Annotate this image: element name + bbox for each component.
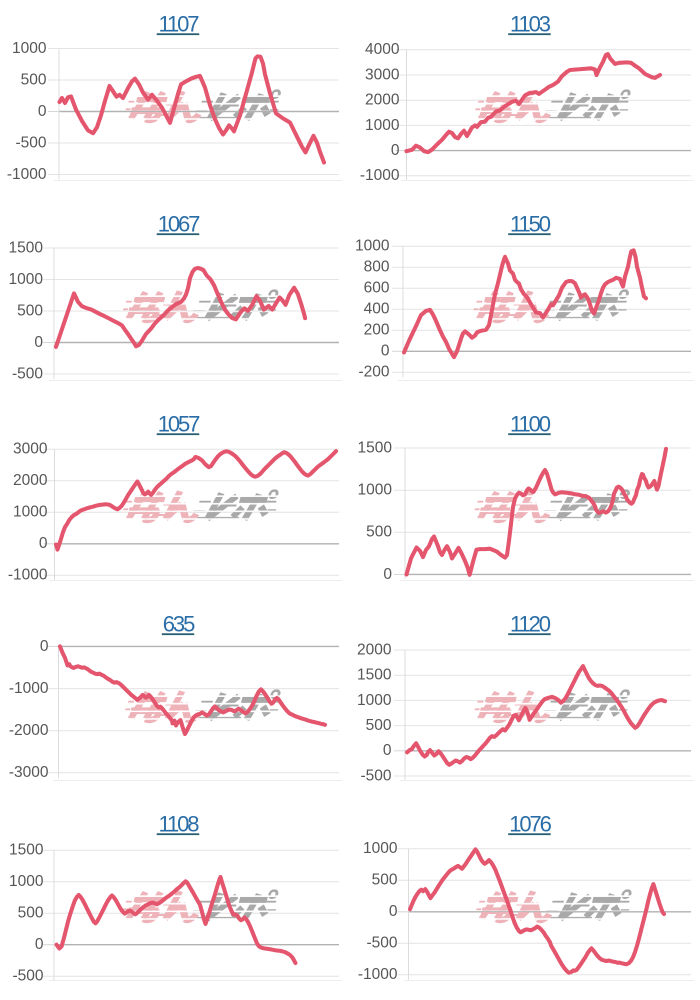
- svg-text:0: 0: [391, 142, 400, 159]
- svg-text:1000: 1000: [12, 40, 47, 57]
- svg-text:500: 500: [17, 302, 43, 319]
- svg-text:1500: 1500: [9, 842, 44, 859]
- svg-text:0: 0: [389, 903, 398, 920]
- svg-text:-1000: -1000: [360, 167, 400, 184]
- svg-text:1000: 1000: [9, 873, 44, 890]
- svg-text:-1000: -1000: [9, 680, 49, 697]
- svg-text:2000: 2000: [357, 641, 392, 658]
- svg-text:1000: 1000: [355, 238, 390, 255]
- svg-text:1000: 1000: [13, 504, 48, 521]
- svg-text:1500: 1500: [358, 439, 393, 456]
- svg-text:1108: 1108: [159, 812, 200, 837]
- svg-text:1107: 1107: [159, 12, 200, 37]
- svg-text:1000: 1000: [358, 482, 393, 499]
- svg-text:-2000: -2000: [9, 722, 49, 739]
- svg-text:1103: 1103: [510, 12, 551, 37]
- svg-text:1500: 1500: [9, 239, 44, 256]
- svg-text:500: 500: [18, 905, 44, 922]
- svg-text:0: 0: [34, 334, 43, 351]
- svg-text:2000: 2000: [365, 92, 400, 109]
- svg-text:200: 200: [364, 322, 390, 339]
- svg-text:635: 635: [163, 612, 195, 637]
- svg-text:-1000: -1000: [358, 966, 398, 983]
- svg-text:1500: 1500: [357, 667, 392, 684]
- svg-text:-1000: -1000: [7, 166, 47, 183]
- svg-text:0: 0: [40, 638, 49, 655]
- svg-text:3000: 3000: [365, 66, 400, 83]
- svg-text:0: 0: [383, 742, 392, 759]
- svg-text:-1000: -1000: [8, 567, 48, 584]
- svg-text:-500: -500: [12, 968, 43, 985]
- svg-text:2000: 2000: [13, 472, 48, 489]
- svg-text:-3000: -3000: [9, 764, 49, 781]
- svg-text:-200: -200: [358, 364, 389, 381]
- svg-text:600: 600: [364, 280, 390, 297]
- svg-text:800: 800: [364, 259, 390, 276]
- svg-text:500: 500: [372, 872, 398, 889]
- svg-text:-500: -500: [15, 134, 46, 151]
- svg-text:0: 0: [383, 566, 392, 583]
- svg-text:500: 500: [21, 71, 47, 88]
- svg-text:500: 500: [366, 717, 392, 734]
- svg-text:400: 400: [364, 301, 390, 318]
- svg-text:-500: -500: [12, 365, 43, 382]
- svg-text:1000: 1000: [365, 117, 400, 134]
- svg-text:0: 0: [39, 535, 48, 552]
- svg-text:1000: 1000: [9, 271, 44, 288]
- svg-text:1067: 1067: [158, 212, 200, 237]
- svg-text:0: 0: [38, 103, 47, 120]
- svg-text:3000: 3000: [13, 441, 48, 458]
- svg-text:500: 500: [366, 524, 392, 541]
- svg-text:1076: 1076: [509, 812, 551, 837]
- svg-text:-500: -500: [366, 935, 397, 952]
- svg-text:1000: 1000: [363, 840, 398, 857]
- svg-text:1057: 1057: [158, 412, 200, 437]
- svg-text:0: 0: [381, 343, 390, 360]
- svg-text:1100: 1100: [510, 412, 551, 437]
- svg-text:0: 0: [35, 936, 44, 953]
- svg-text:1150: 1150: [510, 212, 551, 237]
- svg-text:-500: -500: [360, 767, 391, 784]
- svg-text:4000: 4000: [365, 41, 400, 58]
- svg-text:1120: 1120: [510, 612, 551, 637]
- svg-text:1000: 1000: [357, 692, 392, 709]
